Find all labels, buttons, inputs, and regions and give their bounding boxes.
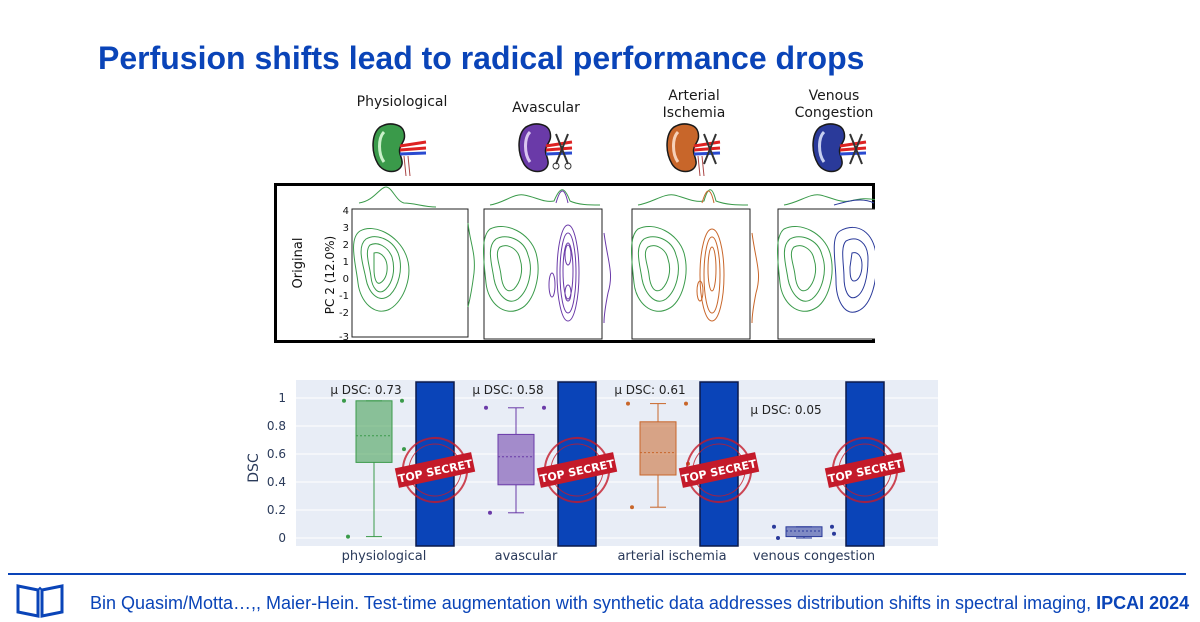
footer-divider [8,573,1186,575]
mean-dsc-annotation: μ DSC: 0.58 [472,383,543,397]
dsc-axis-label: DSC [246,453,262,483]
kidney-icon-venous-congestion [812,123,867,173]
box-venous-congestion [785,526,823,538]
contour-subplot-avascular [483,189,611,340]
contour-plots: Original PC 2 (12.0%) 4 3 2 1 0 -1 -2 -3 [291,186,875,343]
contour-subplot-venous-congestion [777,194,875,340]
data-point [626,401,630,406]
data-point [342,398,346,403]
dsc-box-chart: 1 0.8 0.6 0.4 0.2 0 DSC μ DSC: 0.73 TOP SECRET… [246,380,938,564]
citation-venue: IPCAI 2024 [1096,593,1190,613]
box-arterial-ischemia [639,421,677,476]
kidney-label-avascular: Avascular [512,100,580,116]
ytick-label: 0.6 [267,447,286,461]
pc2-axis-label: PC 2 (12.0%) [323,236,337,314]
contour-subplot-arterial-ischemia [631,189,759,340]
footer-citation: Bin Quasim/Motta…,, Maier-Hein. Test-tim… [90,593,1189,614]
kidney-label-physiological: Physiological [356,94,448,110]
data-point [772,524,776,529]
kidney-icon-avascular [518,123,573,173]
box-physiological [355,400,393,463]
ytick-label: 0 [278,531,286,545]
data-point [346,534,350,539]
xtick-label: physiological [342,549,427,564]
box-avascular [497,433,535,486]
ytick-label: 1 [278,391,286,405]
ytick-label: 0.4 [267,475,286,489]
data-point [630,505,634,510]
ytick-label: 0.8 [267,419,286,433]
data-point [830,524,834,529]
data-point [776,536,780,540]
kidney-label-venous-congestion: Venous Congestion [794,88,874,121]
ytick: 3 [343,223,349,234]
data-point [484,405,488,410]
data-point [684,401,688,406]
data-point [488,510,492,515]
kidney-icon-arterial-ischemia [666,123,721,177]
data-point [542,405,546,410]
data-point [400,398,404,403]
ytick: 1 [343,257,349,268]
ytick-label: 0.2 [267,503,286,517]
ytick: -1 [339,291,349,302]
ytick: 4 [343,206,349,217]
contour-subplot-physiological [351,186,475,338]
mean-dsc-annotation: μ DSC: 0.73 [330,383,401,397]
ytick: 0 [343,274,349,285]
mean-dsc-annotation: μ DSC: 0.61 [614,383,685,397]
xtick-label: avascular [495,549,558,564]
citation-text: Bin Quasim/Motta…,, Maier-Hein. Test-tim… [90,593,1092,613]
xtick-label: venous congestion [753,549,875,564]
kidney-icon-physiological [372,123,427,177]
mean-dsc-annotation: μ DSC: 0.05 [750,403,821,417]
slide-title: Perfusion shifts lead to radical perform… [98,40,865,76]
ytick: 2 [343,240,349,251]
book-icon [16,584,64,618]
ytick: -2 [339,308,349,319]
data-point [402,447,406,452]
row-label-original: Original [291,238,306,289]
kidney-label-arterial-ischemia: Arterial Ischemia [662,88,726,121]
ytick: -3 [339,332,349,343]
data-point [832,531,836,536]
xtick-label: arterial ischemia [617,549,726,564]
top-secret-stamp: TOP SECRET [824,437,906,503]
